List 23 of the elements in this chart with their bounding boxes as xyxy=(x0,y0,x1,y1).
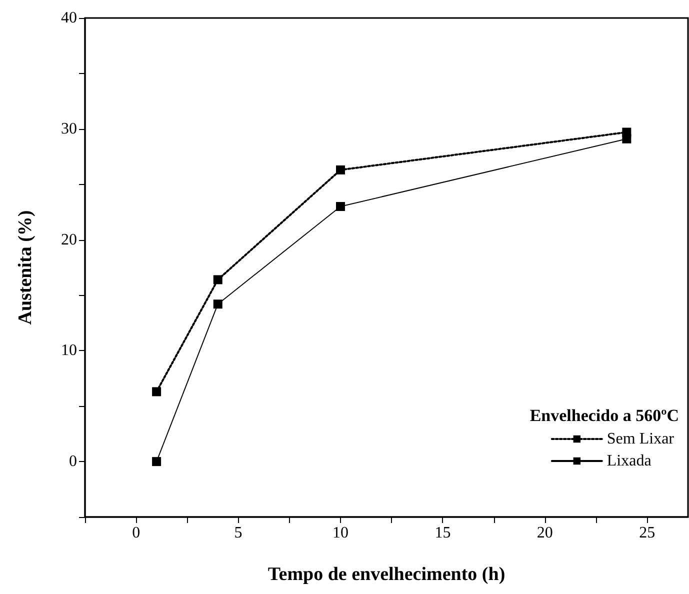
x-axis-title: Tempo de envelhecimento (h) xyxy=(268,564,506,585)
point xyxy=(622,134,632,144)
point xyxy=(336,165,346,174)
y-tick-label: 20 xyxy=(61,231,77,248)
point xyxy=(336,202,346,212)
y-tick-label: 10 xyxy=(61,342,77,360)
legend-label: Lixada xyxy=(606,452,652,470)
y-tick-label: 30 xyxy=(61,120,77,138)
x-tick-label: 10 xyxy=(332,524,349,542)
point xyxy=(152,457,162,466)
legend-title: Envelhecido a 560ºC xyxy=(530,406,680,425)
legend-label: Sem Lixar xyxy=(606,430,675,448)
point xyxy=(152,387,162,396)
x-tick-label: 15 xyxy=(434,524,451,542)
y-tick-label: 40 xyxy=(61,10,77,26)
x-tick-label: 0 xyxy=(132,524,140,542)
y-tick-label: 0 xyxy=(69,453,77,470)
x-tick-label: 25 xyxy=(639,524,656,542)
y-axis-title: Austenita (%) xyxy=(15,210,36,325)
x-tick-label: 5 xyxy=(234,524,242,542)
x-tick-label: 20 xyxy=(536,524,553,542)
point xyxy=(213,275,222,284)
point xyxy=(213,300,222,309)
